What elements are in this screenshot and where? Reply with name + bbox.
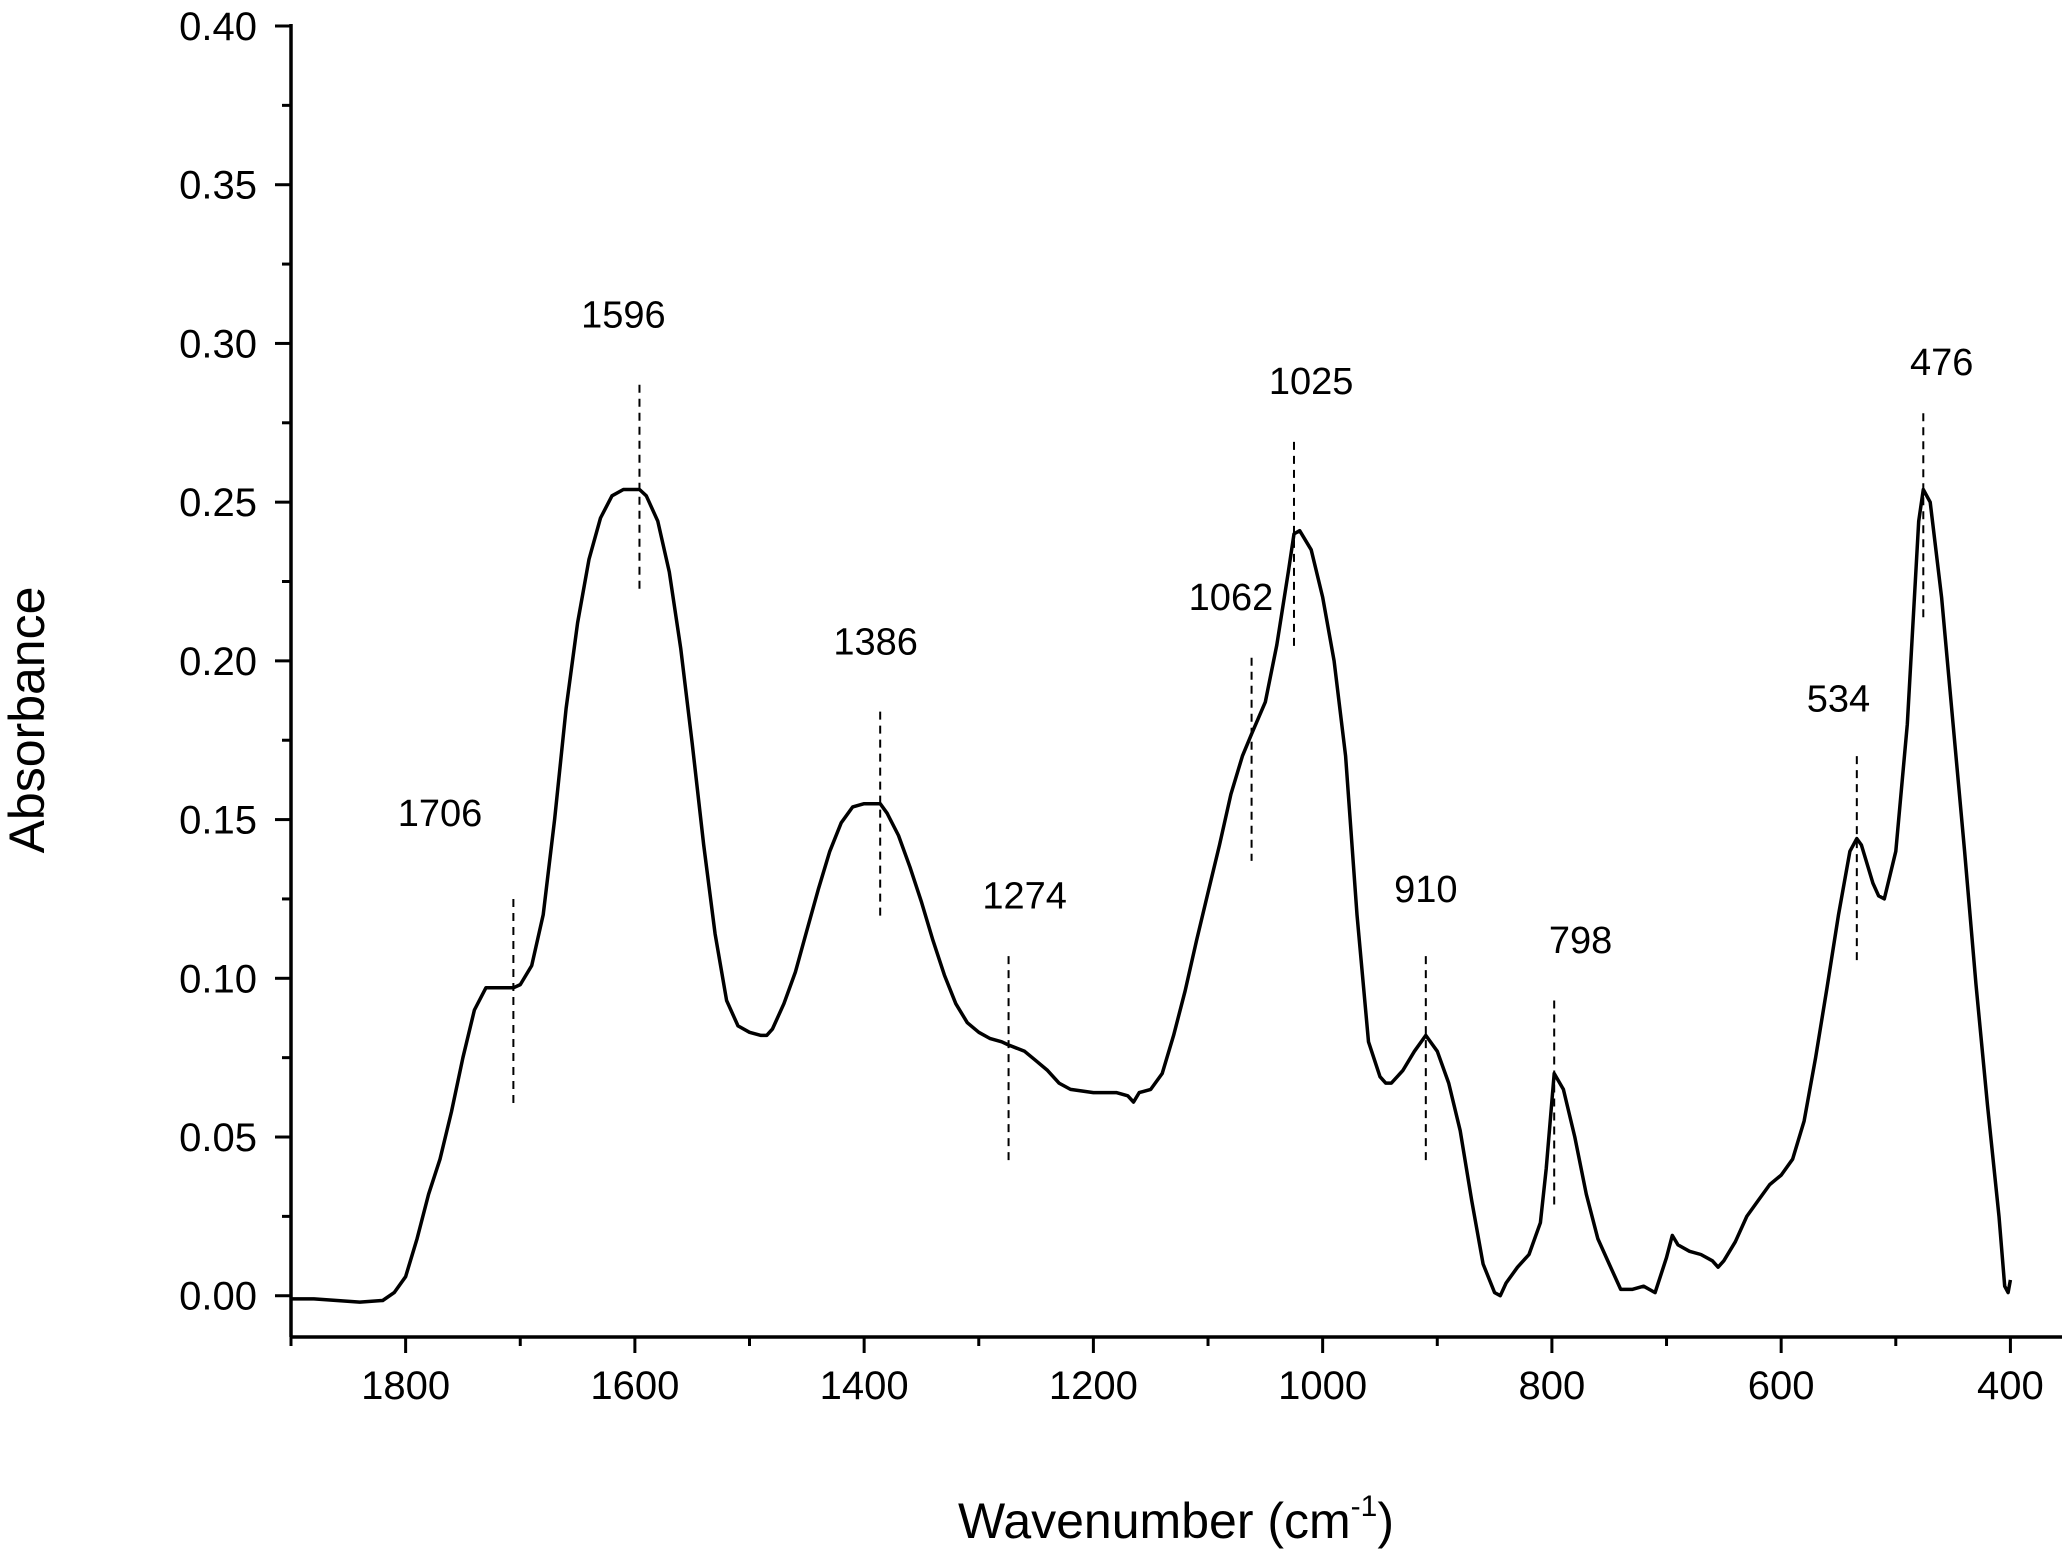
peak-label-1025: 1025 bbox=[1269, 361, 1354, 403]
x-axis-title-superscript: -1 bbox=[1351, 1490, 1378, 1523]
y-tick-label: 0.30 bbox=[179, 322, 257, 366]
y-tick-label: 0.25 bbox=[179, 481, 257, 525]
peak-label-1386: 1386 bbox=[833, 622, 918, 664]
peak-label-534: 534 bbox=[1807, 679, 1870, 721]
axes bbox=[289, 24, 2062, 1339]
x-axis-title-main: Wavenumber (cm bbox=[958, 1493, 1351, 1549]
y-tick-label: 0.35 bbox=[179, 164, 257, 208]
y-tick-label: 0.10 bbox=[179, 957, 257, 1001]
x-tick-label: 1400 bbox=[820, 1364, 909, 1408]
y-axis-title: Absorbance bbox=[0, 587, 55, 854]
x-axis-title-close: ) bbox=[1377, 1493, 1394, 1549]
peak-label-476: 476 bbox=[1910, 342, 1973, 384]
peak-label-910: 910 bbox=[1394, 869, 1457, 911]
spectrum-line bbox=[291, 487, 2013, 1304]
y-tick-label: 0.05 bbox=[179, 1116, 257, 1160]
y-tick-label: 0.40 bbox=[179, 5, 257, 49]
x-tick-label: 1600 bbox=[590, 1364, 679, 1408]
peak-label-1062: 1062 bbox=[1189, 577, 1274, 619]
x-axis-title: Wavenumber (cm-1) bbox=[958, 1490, 1394, 1549]
x-axis-ticks: 1800 1600 1400 1200 1000 800 600 400 bbox=[289, 1337, 2044, 1408]
peak-label-1596: 1596 bbox=[581, 295, 666, 337]
y-axis-ticks: 0.00 0.05 0.10 0.15 0.20 0.25 0.30 0.35 0.40 bbox=[179, 5, 291, 1319]
peak-markers: 1706 1596 1386 1274 1062 1025 910 798 534 476 bbox=[398, 295, 1973, 1211]
y-tick-label: 0.20 bbox=[179, 640, 257, 684]
x-tick-label: 600 bbox=[1748, 1364, 1815, 1408]
peak-label-1706: 1706 bbox=[398, 793, 483, 835]
y-tick-label: 0.15 bbox=[179, 799, 257, 843]
x-tick-label: 1800 bbox=[361, 1364, 450, 1408]
x-tick-label: 1200 bbox=[1049, 1364, 1138, 1408]
x-tick-label: 800 bbox=[1519, 1364, 1586, 1408]
x-tick-label: 1000 bbox=[1278, 1364, 1367, 1408]
y-tick-label: 0.00 bbox=[179, 1275, 257, 1319]
x-tick-label: 400 bbox=[1977, 1364, 2044, 1408]
peak-label-798: 798 bbox=[1549, 920, 1612, 962]
peak-label-1274: 1274 bbox=[982, 875, 1067, 917]
